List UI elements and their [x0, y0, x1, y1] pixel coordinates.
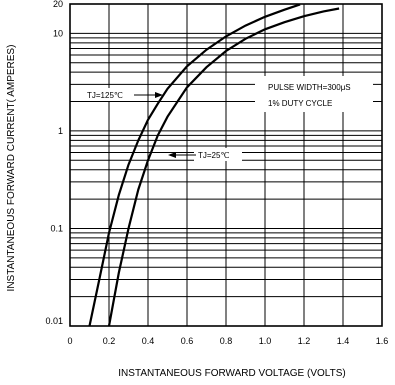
tick-labels: 0 0.2 0.4 0.6 0.8 1.0 1.2 1.4 1.6 0.01 0.1 1 10 20: [45, 0, 388, 346]
x-tick-label: 0.8: [220, 336, 233, 346]
plot-frame: [69, 3, 383, 327]
x-tick-label: 0: [67, 336, 72, 346]
x-axis-title: INSTANTANEOUS FORWARD VOLTAGE (VOLTS): [118, 368, 345, 379]
x-tick-label: 0.4: [142, 336, 155, 346]
series-label-tj25: TJ=25℃: [198, 151, 229, 160]
series-label-tj125: TJ=125℃: [87, 91, 123, 100]
annotation-tj25: TJ=25℃: [168, 148, 242, 161]
x-tick-label: 1.0: [259, 336, 272, 346]
annotation-duty-cycle: 1% DUTY CYCLE: [268, 99, 332, 108]
x-tick-label: 0.2: [103, 336, 116, 346]
y-tick-label: 0.01: [45, 316, 63, 326]
x-tick-label: 1.2: [298, 336, 311, 346]
annotation-tj125: TJ=125℃: [84, 88, 163, 101]
y-tick-label: 0.1: [50, 223, 63, 233]
x-tick-label: 0.6: [181, 336, 194, 346]
y-tick-label: 10: [53, 28, 63, 38]
x-tick-label: 1.6: [376, 336, 389, 346]
series-line-0: [88, 3, 301, 327]
y-axis-title: INSTANTANEOUS FORWARD CURRENT( AMPERES): [6, 45, 17, 292]
annotation-pulse-width: PULSE WIDTH=300μS: [268, 83, 351, 92]
grid: [70, 3, 382, 326]
annotation-pulse-box: PULSE WIDTH=300μS 1% DUTY CYCLE: [255, 76, 373, 112]
series-lines: [88, 3, 340, 327]
x-tick-label: 1.4: [337, 336, 350, 346]
y-tick-label: 1: [58, 126, 63, 136]
series-line-1: [107, 7, 340, 327]
y-tick-label: 20: [53, 0, 63, 9]
